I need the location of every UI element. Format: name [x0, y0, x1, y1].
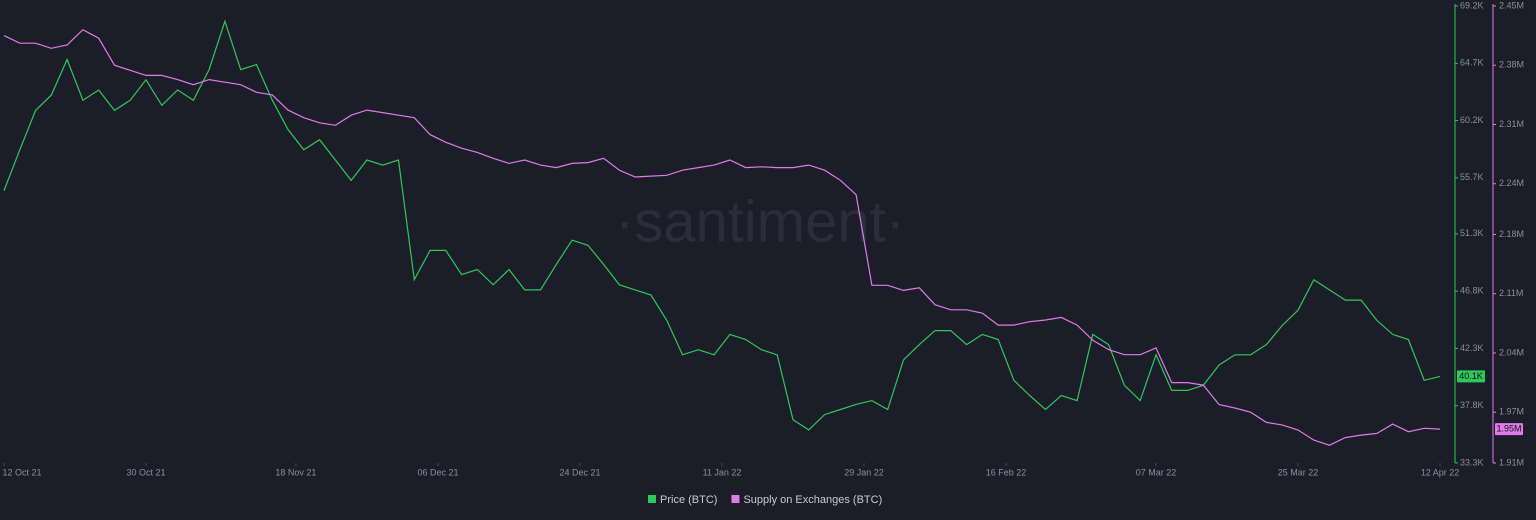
- y-tick-label: 55.7K: [1460, 172, 1484, 182]
- x-tick-label: 30 Oct 21: [127, 467, 166, 477]
- y2-tick-label: 2.38M: [1499, 60, 1524, 70]
- y-tick-label: 33.3K: [1460, 457, 1484, 467]
- y-tick-label: 64.7K: [1460, 58, 1484, 68]
- y-tick-label: 37.8K: [1460, 400, 1484, 410]
- x-tick-label: 29 Jan 22: [844, 467, 884, 477]
- y2-tick-label: 2.24M: [1499, 178, 1524, 188]
- legend-swatch: [731, 495, 740, 503]
- series-line: [3, 19, 1441, 431]
- end-badge-label: 1.95M: [1496, 424, 1521, 434]
- watermark: ·santiment·: [615, 189, 905, 254]
- end-badge: [1457, 370, 1485, 383]
- y2-tick-label: 2.45M: [1499, 0, 1524, 10]
- y2-tick-label: 2.11M: [1499, 288, 1523, 298]
- end-badge-label: 40.1K: [1459, 371, 1483, 381]
- x-tick-label: 24 Dec 21: [559, 467, 600, 477]
- y-tick-label: 51.3K: [1460, 228, 1484, 238]
- y2-tick-label: 1.91M: [1499, 457, 1524, 467]
- y-tick-label: 69.2K: [1460, 0, 1484, 10]
- legend-label: Supply on Exchanges (BTC): [743, 494, 882, 506]
- y2-tick-label: 2.04M: [1499, 347, 1524, 357]
- x-tick-label: 18 Nov 21: [275, 467, 316, 477]
- x-tick-label: 16 Feb 22: [986, 467, 1027, 477]
- y-tick-label: 60.2K: [1460, 115, 1484, 125]
- legend-swatch: [648, 495, 656, 503]
- x-tick-label: 11 Jan 22: [703, 467, 742, 477]
- end-badge: [1495, 423, 1523, 436]
- x-tick-label: 25 Mar 22: [1278, 467, 1319, 477]
- y2-tick-label: 2.31M: [1499, 119, 1524, 129]
- x-tick-label: 12 Apr 22: [1421, 467, 1460, 477]
- y-tick-label: 46.8K: [1460, 286, 1484, 296]
- y2-tick-label: 1.97M: [1499, 407, 1524, 417]
- y2-tick-label: 2.18M: [1499, 229, 1524, 239]
- x-tick-label: 06 Dec 21: [417, 467, 458, 477]
- y-tick-label: 42.3K: [1460, 343, 1484, 353]
- x-tick-label: 12 Oct 21: [2, 467, 41, 477]
- legend-label: Price (BTC): [660, 494, 717, 506]
- series-line: [3, 28, 1441, 446]
- x-tick-label: 07 Mar 22: [1136, 467, 1177, 477]
